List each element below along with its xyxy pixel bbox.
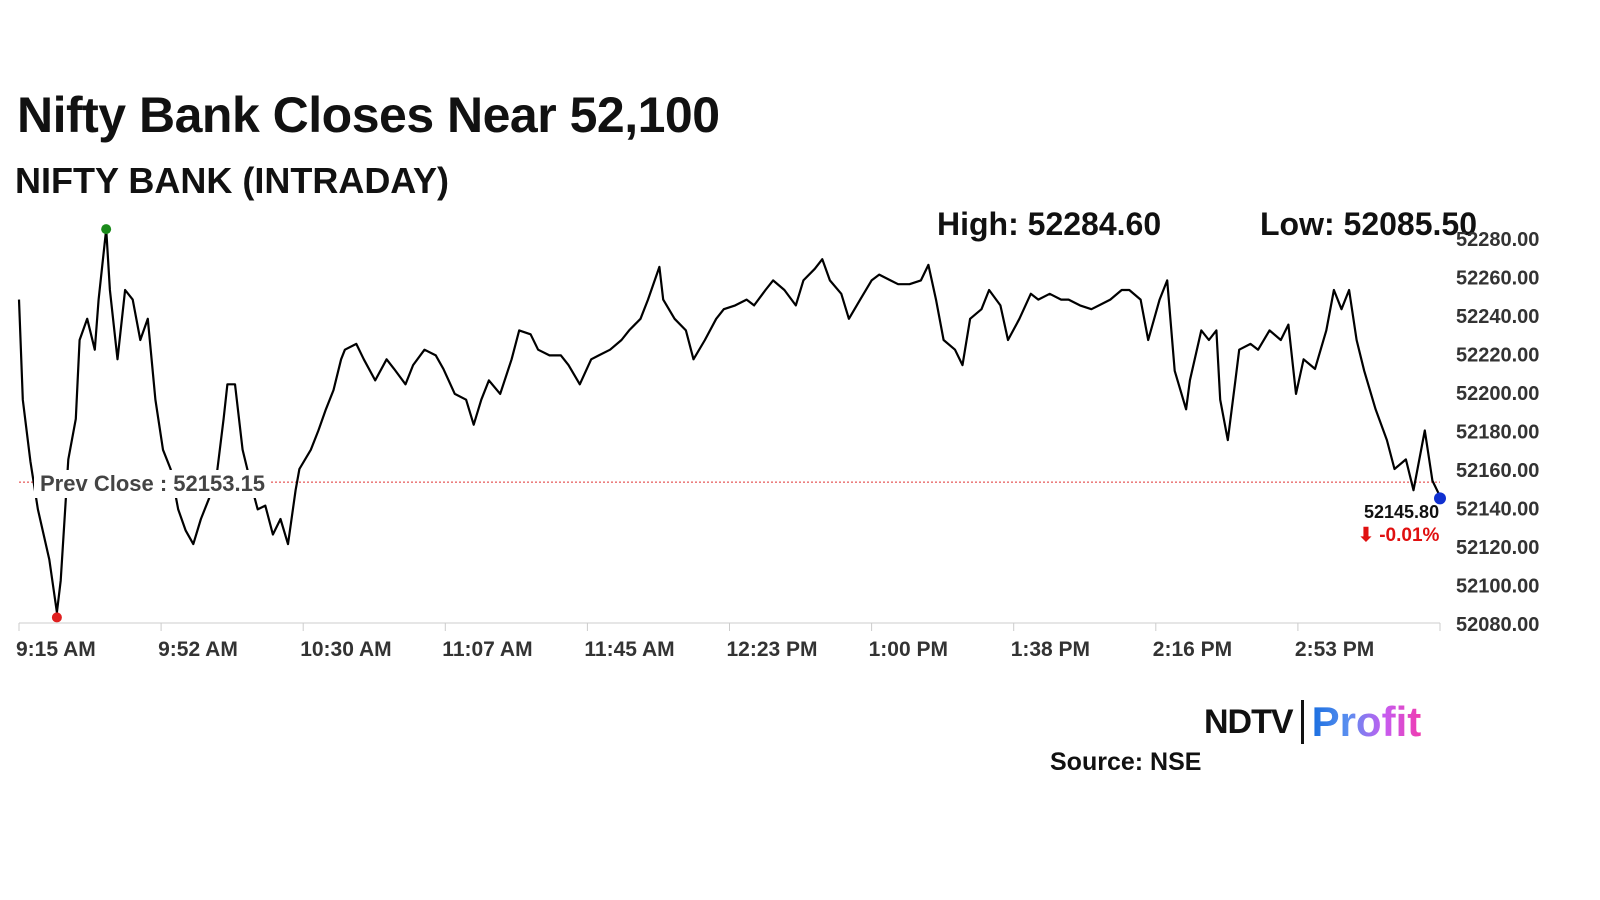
x-tick-label: 1:00 PM xyxy=(869,638,948,661)
x-tick-label: 9:52 AM xyxy=(158,638,238,661)
high-label: High: 52284.60 xyxy=(937,206,1162,242)
low-label: Low: 52085.50 xyxy=(1260,206,1477,242)
x-tick-label: 12:23 PM xyxy=(727,638,818,661)
x-tick-label: 9:15 AM xyxy=(16,638,96,661)
y-tick-label: 52100.00 xyxy=(1456,576,1539,598)
x-tick-label: 1:38 PM xyxy=(1011,638,1090,661)
chart-title: Nifty Bank Closes Near 52,100 xyxy=(17,87,720,143)
x-tick-label: 11:07 AM xyxy=(442,638,532,661)
prev-close-label: Prev Close : 52153.15 xyxy=(34,470,272,498)
x-tick-label: 2:16 PM xyxy=(1153,638,1232,661)
y-tick-label: 52240.00 xyxy=(1456,306,1539,328)
low-marker xyxy=(51,612,62,623)
last-value-label: 52145.80 xyxy=(1364,502,1440,522)
y-tick-label: 52200.00 xyxy=(1456,383,1539,405)
logo-divider xyxy=(1300,700,1304,744)
change-percent-label: ⬇ -0.01% xyxy=(1358,525,1440,546)
y-tick-label: 52120.00 xyxy=(1456,537,1539,559)
logo-ndtv: NDTV xyxy=(1204,702,1294,741)
ndtv-profit-logo: NDTV Profit xyxy=(1204,698,1421,746)
y-tick-label: 52260.00 xyxy=(1456,268,1539,290)
price-line xyxy=(17,228,1441,614)
x-tick-label: 10:30 AM xyxy=(300,638,391,661)
y-tick-label: 52080.00 xyxy=(1456,614,1539,636)
y-tick-label: 52160.00 xyxy=(1456,460,1539,482)
x-tick-label: 11:45 AM xyxy=(584,638,674,661)
y-tick-label: 52280.00 xyxy=(1456,229,1539,251)
high-marker xyxy=(101,224,112,235)
x-tick-label: 2:53 PM xyxy=(1295,638,1374,661)
y-tick-label: 52180.00 xyxy=(1456,422,1539,444)
source-label: Source: NSE xyxy=(1050,748,1202,776)
chart-subtitle: NIFTY BANK (INTRADAY) xyxy=(15,160,450,201)
last-value-marker xyxy=(1434,492,1446,505)
y-tick-label: 52220.00 xyxy=(1456,345,1539,367)
y-tick-label: 52140.00 xyxy=(1456,499,1539,521)
logo-profit: Profit xyxy=(1311,698,1422,745)
